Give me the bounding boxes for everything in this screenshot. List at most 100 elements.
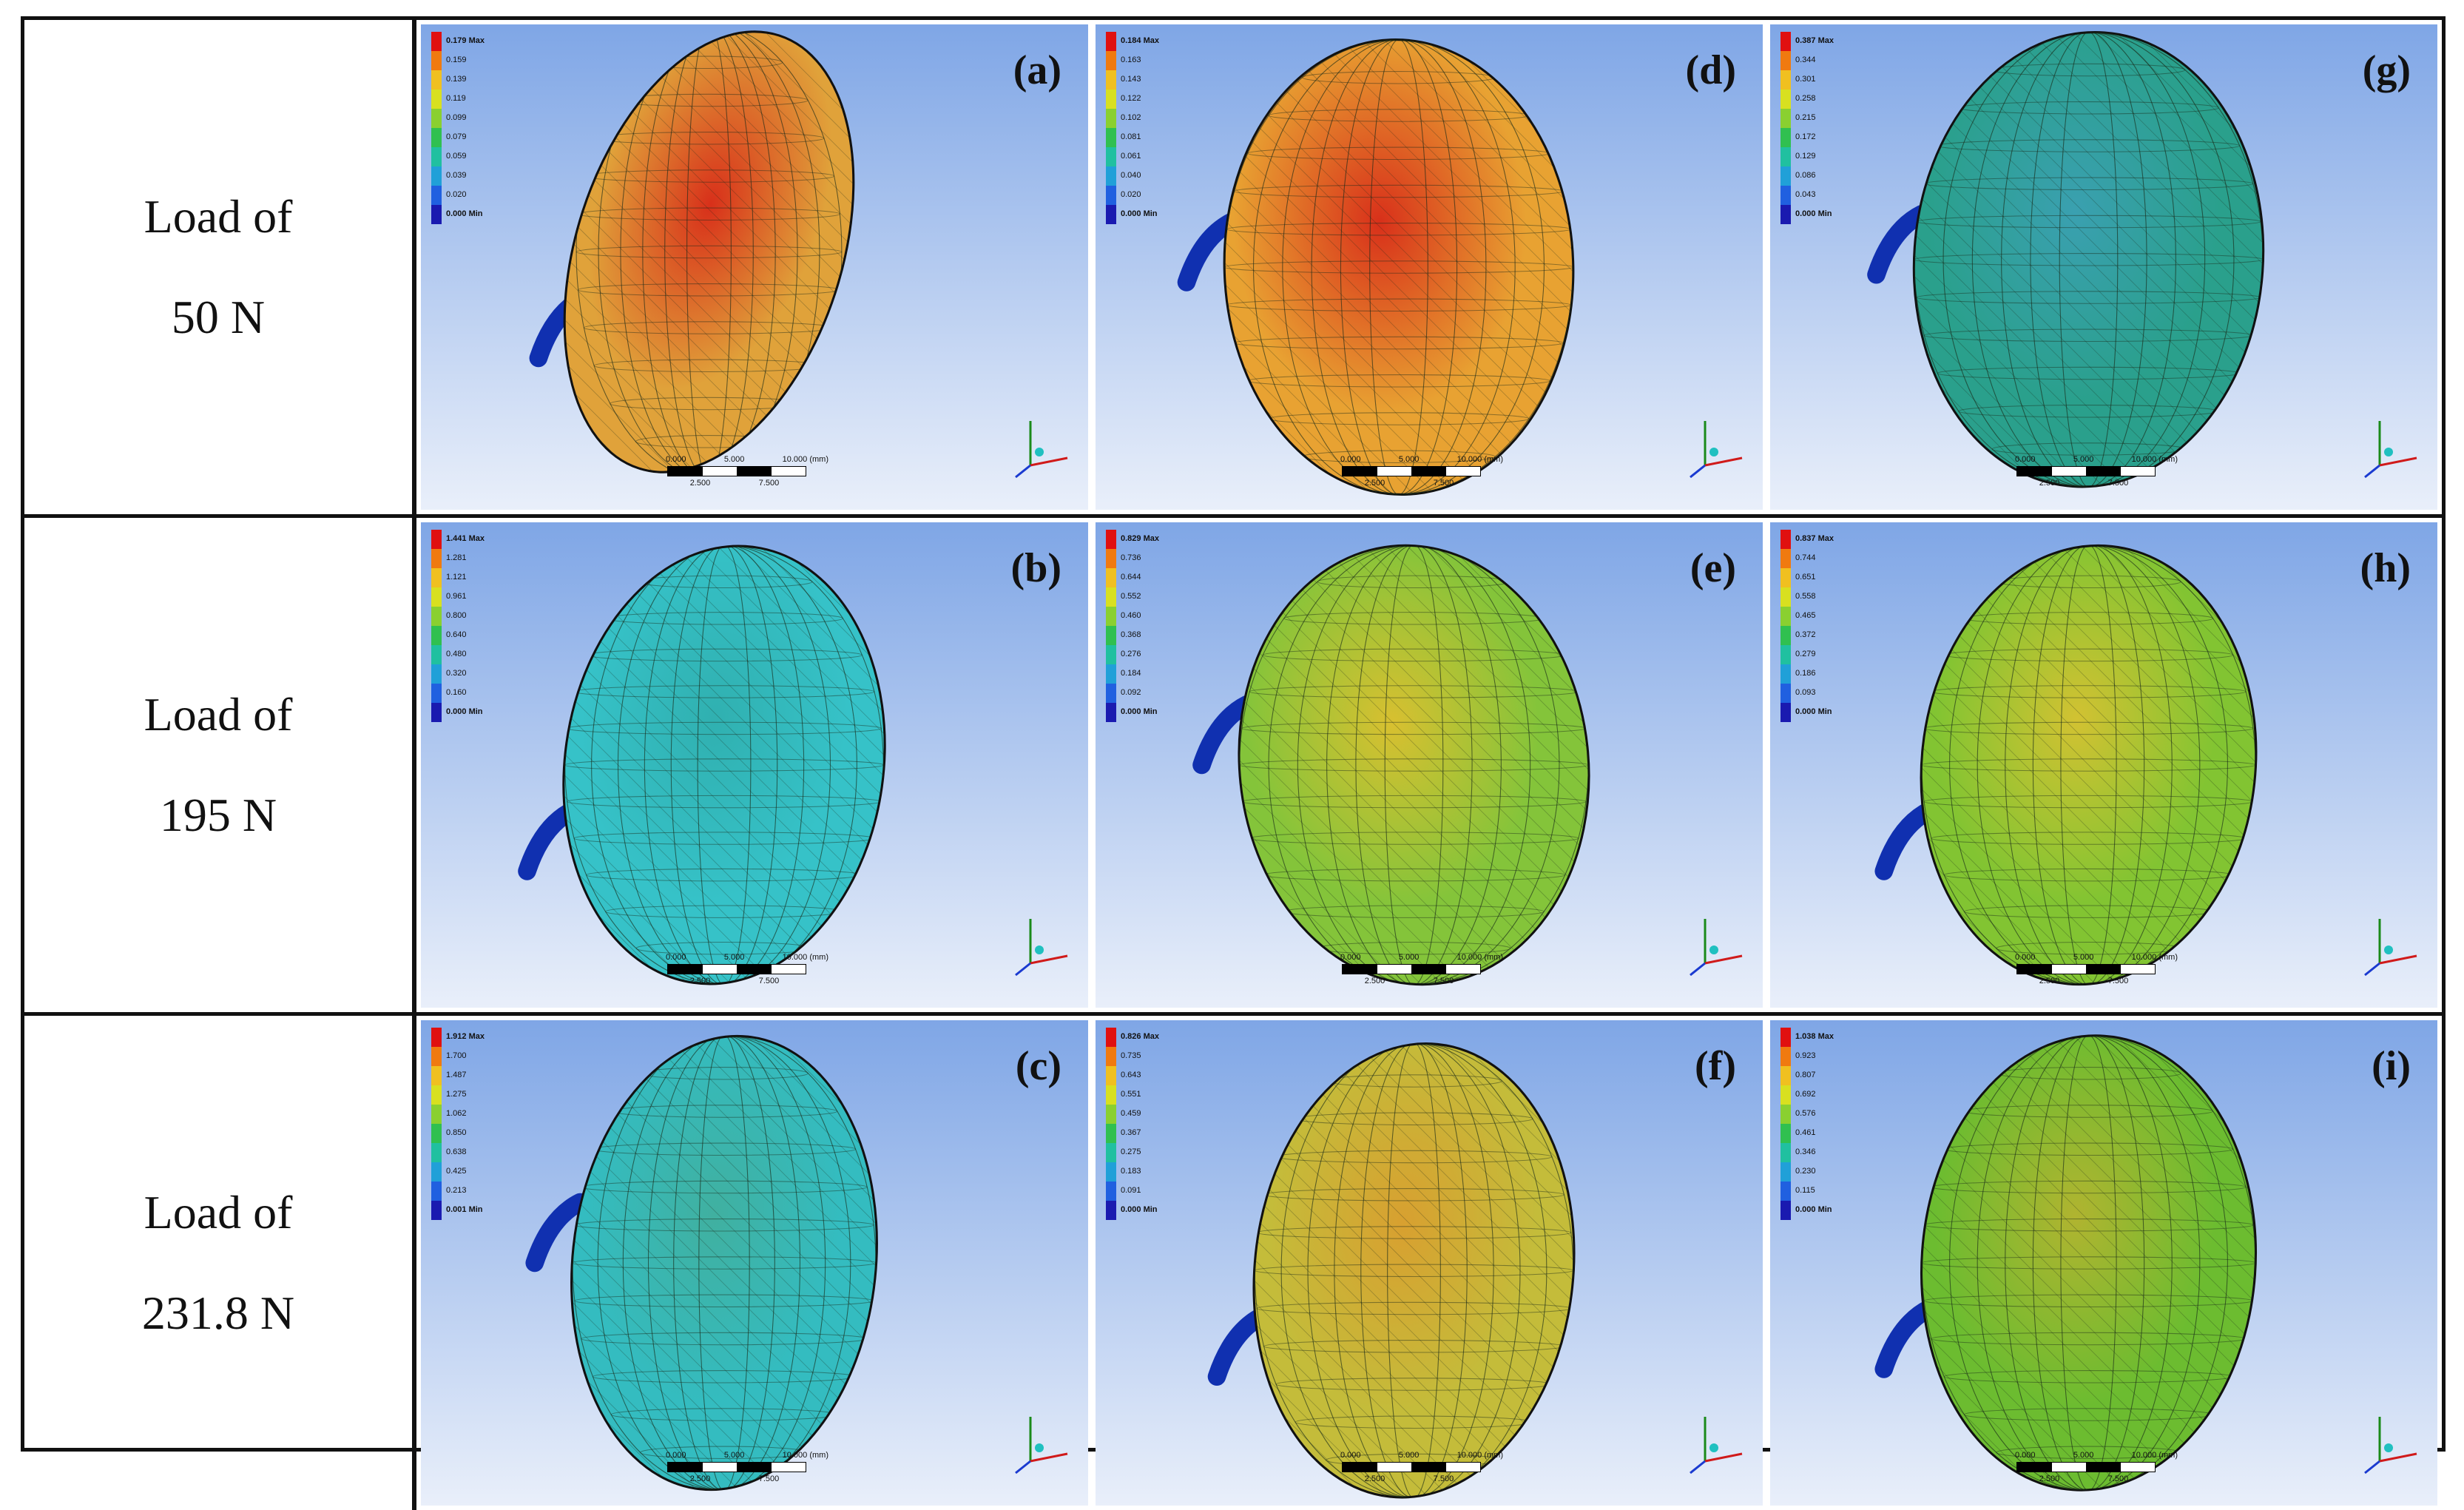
legend-value: 0.001 Min <box>446 1205 483 1214</box>
fruit-mesh-shape <box>1238 544 1590 986</box>
legend-value: 0.061 <box>1121 152 1141 161</box>
legend-swatch <box>1781 1124 1791 1143</box>
legend-value: 0.736 <box>1121 553 1141 562</box>
legend-entry: 0.043 <box>1781 186 1844 205</box>
panel-tag: (f) <box>1695 1043 1736 1089</box>
legend-value: 0.059 <box>446 152 467 161</box>
legend-value: 0.480 <box>446 650 467 658</box>
panel-tag: (e) <box>1690 545 1736 591</box>
legend-swatch <box>1106 703 1116 722</box>
fea-panel: 0.184 Max 0.163 0.143 0.122 0.102 0.081 0.061 0… <box>1096 24 1763 510</box>
legend-value: 0.040 <box>1121 171 1141 180</box>
legend-entry: 0.139 <box>431 70 495 90</box>
fruit-mesh-shape <box>1912 31 2265 488</box>
legend-entry: 0.000 Min <box>1781 205 1844 224</box>
legend-swatch <box>431 703 442 722</box>
legend-swatch <box>431 1085 442 1105</box>
axis-triad-icon <box>2364 421 2417 479</box>
legend-swatch <box>431 51 442 70</box>
legend-value: 0.258 <box>1795 94 1816 103</box>
legend-swatch <box>1106 1143 1116 1162</box>
legend-swatch <box>1106 1085 1116 1105</box>
legend-entry: 0.735 <box>1106 1047 1169 1066</box>
legend-entry: 1.912 Max <box>431 1028 495 1047</box>
legend-entry: 0.276 <box>1106 645 1169 664</box>
legend-entry: 0.091 <box>1106 1182 1169 1201</box>
legend-entry: 0.092 <box>1106 684 1169 703</box>
legend-entry: 0.736 <box>1106 549 1169 568</box>
fea-panel: 0.387 Max 0.344 0.301 0.258 0.215 0.172 0.129 0… <box>1770 24 2437 510</box>
legend-value: 0.081 <box>1121 132 1141 141</box>
axis-triad-icon <box>1690 1417 1743 1474</box>
stem-shape <box>1867 204 1931 284</box>
legend-entry: 0.275 <box>1106 1143 1169 1162</box>
legend-entry: 0.129 <box>1781 147 1844 166</box>
scale-bar: 0.000 5.000 10.000 (mm) 2.500 7.500 <box>2015 953 2193 985</box>
fea-render-i <box>1770 1020 2437 1506</box>
scale-label: 5.000 <box>1398 455 1420 464</box>
legend-entry: 0.079 <box>431 128 495 147</box>
panel-row: 1.912 Max 1.700 1.487 1.275 1.062 0.850 0.638 0… <box>416 1016 2442 1510</box>
scale-label: 5.000 <box>1398 953 1420 962</box>
axes <box>2357 904 2424 978</box>
legend-value: 0.923 <box>1795 1051 1816 1060</box>
legend-swatch <box>431 205 442 224</box>
legend-swatch <box>1106 90 1116 109</box>
legend-swatch <box>1106 1028 1116 1047</box>
legend-entry: 0.459 <box>1106 1105 1169 1124</box>
legend-swatch <box>1106 128 1116 147</box>
panel-tag: (b) <box>1010 545 1061 591</box>
load-value: 50 N <box>171 291 266 343</box>
scale-bar: 0.000 5.000 10.000 (mm) 2.500 7.500 <box>666 455 843 488</box>
legend-value: 0.000 Min <box>1121 707 1158 716</box>
legend-entry: 0.039 <box>431 166 495 186</box>
legend-entry: 0.425 <box>431 1162 495 1182</box>
legend-entry: 0.172 <box>1781 128 1844 147</box>
panel-row: 1.441 Max 1.281 1.121 0.961 0.800 0.640 0.480 0… <box>416 518 2442 1016</box>
scale-label: 0.000 <box>1340 953 1361 962</box>
legend-swatch <box>1781 549 1791 568</box>
legend-value: 0.122 <box>1121 94 1141 103</box>
axes <box>1683 904 1749 978</box>
legend-entry: 0.465 <box>1781 607 1844 626</box>
legend-entry: 0.258 <box>1781 90 1844 109</box>
load-value: 195 N <box>159 789 277 841</box>
legend-value: 0.276 <box>1121 650 1141 658</box>
fea-panel: 0.829 Max 0.736 0.644 0.552 0.460 0.368 0.276 0… <box>1096 522 1763 1008</box>
scale-label: 7.500 <box>758 977 780 985</box>
legend-entry: 0.001 Min <box>431 1201 495 1220</box>
scale-bar: 0.000 5.000 10.000 (mm) 2.500 7.500 <box>2015 455 2193 488</box>
panel-tag: (i) <box>2372 1043 2411 1089</box>
axes <box>1683 406 1749 480</box>
color-legend: 1.441 Max 1.281 1.121 0.961 0.800 0.640 0.480 0… <box>431 530 495 722</box>
legend-swatch <box>431 1105 442 1124</box>
legend-value: 0.143 <box>1121 75 1141 84</box>
scale-bar: 0.000 5.000 10.000 (mm) 2.500 7.500 <box>1340 455 1518 488</box>
legend-entry: 0.040 <box>1106 166 1169 186</box>
legend-swatch <box>1106 626 1116 645</box>
legend-value: 0.000 Min <box>1121 209 1158 218</box>
scale-label: 5.000 <box>2073 455 2094 464</box>
axes <box>1008 1402 1075 1476</box>
legend-entry: 0.558 <box>1781 587 1844 607</box>
legend-entry: 1.487 <box>431 1066 495 1085</box>
legend-entry: 0.186 <box>1781 664 1844 684</box>
axes <box>2357 406 2424 480</box>
legend-value: 0.086 <box>1795 171 1816 180</box>
scale-label: 0.000 <box>666 1451 686 1460</box>
legend-swatch <box>1781 186 1791 205</box>
legend-entry: 0.651 <box>1781 568 1844 587</box>
legend-value: 1.062 <box>446 1109 467 1118</box>
legend-swatch <box>1106 587 1116 607</box>
scale-bar: 0.000 5.000 10.000 (mm) 2.500 7.500 <box>1340 953 1518 985</box>
axis-triad-icon <box>1015 421 1068 479</box>
legend-entry: 1.121 <box>431 568 495 587</box>
load-label-line1: Load of <box>144 688 293 741</box>
legend-swatch <box>1106 549 1116 568</box>
legend-entry: 0.551 <box>1106 1085 1169 1105</box>
legend-swatch <box>1781 1066 1791 1085</box>
legend-swatch <box>1781 684 1791 703</box>
legend-swatch <box>431 568 442 587</box>
scale-label: 2.500 <box>689 977 711 985</box>
legend-value: 0.460 <box>1121 611 1141 620</box>
